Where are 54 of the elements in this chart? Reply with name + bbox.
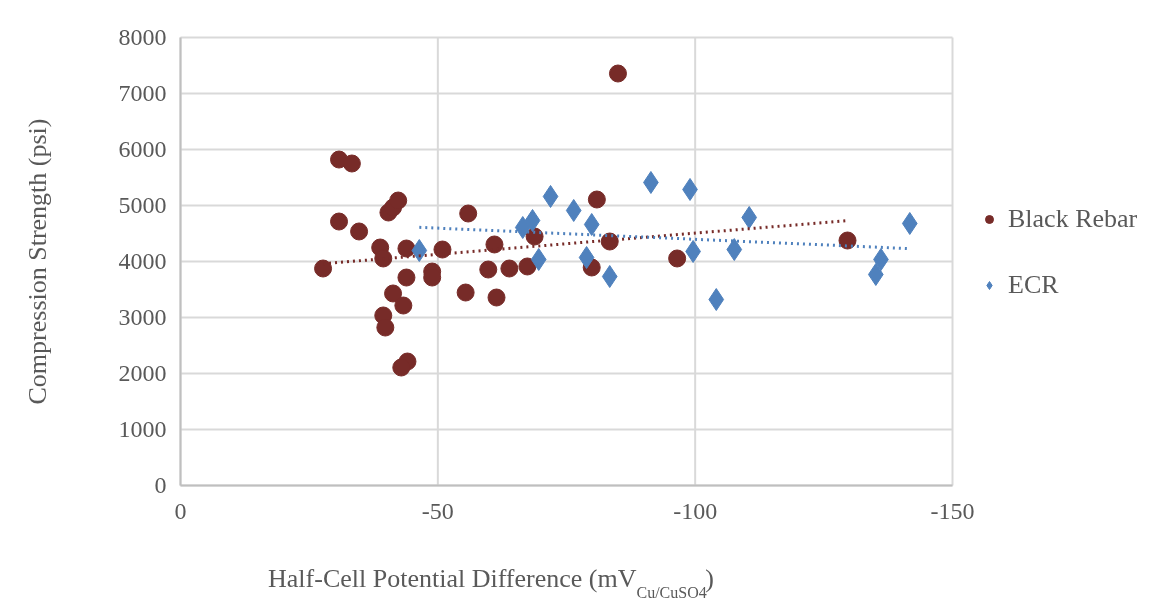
y-tick-label: 4000 (118, 248, 167, 274)
point (350, 222, 369, 241)
point (433, 240, 452, 259)
x-tick-label: -150 (930, 497, 975, 524)
y-tick-label: 2000 (118, 360, 167, 386)
point (456, 283, 475, 302)
y-axis-title: Compression Strength (psi) (23, 118, 52, 405)
y-tick-label: 7000 (118, 80, 167, 106)
point (374, 249, 393, 268)
point (608, 64, 627, 83)
point (514, 216, 531, 240)
y-tick-label: 3000 (118, 304, 167, 330)
point (726, 238, 743, 262)
point (901, 211, 918, 235)
point (542, 184, 559, 208)
point (668, 249, 687, 268)
point (384, 284, 403, 303)
point (394, 296, 413, 315)
point (867, 262, 884, 286)
point (587, 190, 606, 209)
x-tick-label: 0 (174, 497, 187, 524)
point (459, 204, 478, 223)
point (524, 209, 541, 233)
point (583, 212, 600, 236)
point (397, 239, 416, 258)
point (389, 191, 408, 210)
point (330, 212, 349, 231)
x-tick-label: -100 (673, 497, 718, 524)
point (601, 265, 618, 289)
point (376, 318, 395, 337)
point (485, 235, 504, 254)
point (708, 288, 725, 312)
y-tick-label: 0 (154, 472, 167, 498)
point (342, 154, 361, 173)
point (479, 260, 498, 279)
legend-label: ECR (1008, 270, 1059, 300)
point (500, 259, 519, 278)
point (314, 259, 333, 278)
y-tick-label: 5000 (118, 192, 167, 218)
point (565, 198, 582, 222)
y-tick-label: 8000 (118, 24, 167, 50)
point (741, 205, 758, 229)
point (838, 231, 857, 250)
point (392, 358, 411, 377)
point (530, 247, 547, 271)
point (487, 288, 506, 307)
x-tick-label: -50 (421, 497, 454, 524)
point (411, 239, 428, 263)
y-tick-label: 1000 (118, 416, 167, 442)
point (578, 246, 595, 270)
point (518, 257, 537, 276)
point (397, 268, 416, 287)
legend-label: Black Rebar (1008, 204, 1138, 234)
y-tick-label: 6000 (118, 136, 167, 162)
